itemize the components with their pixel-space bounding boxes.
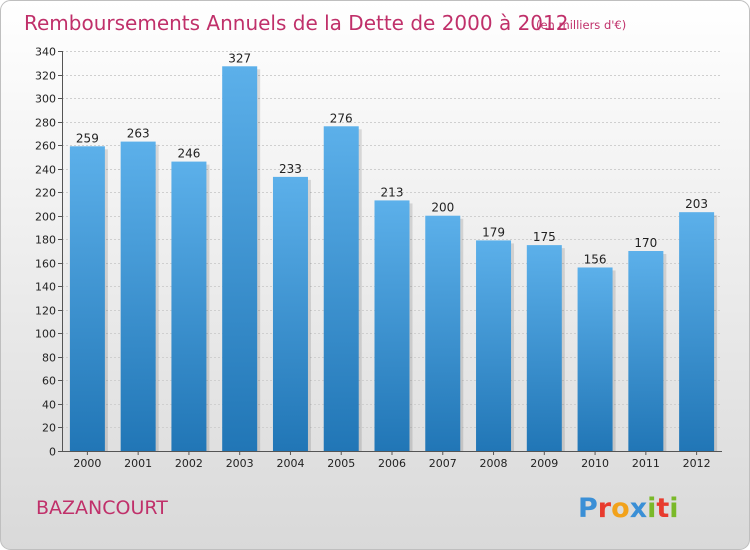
x-tick-label: 2000 — [73, 457, 101, 470]
y-tick-label: 340 — [35, 46, 56, 59]
y-tick-label: 220 — [35, 187, 56, 200]
logo-letter: t — [656, 493, 669, 524]
bar — [526, 245, 562, 451]
x-axis: 2000 2001 2002 2003 2004 2005 2006 2007 2008 2009… — [62, 451, 722, 470]
y-tick-label: 300 — [35, 93, 56, 106]
bar — [222, 66, 258, 451]
bar — [476, 240, 512, 451]
bar-value-label: 276 — [330, 111, 353, 125]
x-tick-label: 2004 — [276, 457, 304, 470]
y-tick-label: 140 — [35, 281, 56, 294]
y-axis-labels: 0 20 40 60 80 100 120 140 160 180 200 220 240 260 280 3… — [35, 46, 56, 459]
bar-value-label: 175 — [533, 230, 556, 244]
x-tick-label: 2003 — [226, 457, 254, 470]
x-tick-label: 2010 — [581, 457, 609, 470]
y-tick-label: 280 — [35, 117, 56, 130]
bar-value-label: 170 — [634, 236, 657, 250]
y-tick-label: 40 — [42, 399, 56, 412]
bar — [628, 251, 664, 451]
y-tick-label: 20 — [42, 422, 56, 435]
x-tick-label: 2001 — [124, 457, 152, 470]
bar-value-label: 263 — [127, 127, 150, 141]
chart-title: Remboursements Annuels de la Dette de 20… — [24, 11, 568, 35]
logo-letter: x — [630, 493, 647, 524]
x-tick-label: 2007 — [429, 457, 457, 470]
logo-letter: o — [611, 493, 630, 524]
bar — [120, 141, 156, 451]
bar-value-label: 203 — [685, 197, 708, 211]
y-tick-label: 120 — [35, 305, 56, 318]
logo-letter: i — [669, 493, 678, 524]
bar-value-label: 259 — [76, 131, 99, 145]
bar-value-label: 200 — [431, 201, 454, 215]
y-tick-label: 0 — [49, 446, 56, 459]
y-tick-label: 200 — [35, 211, 56, 224]
bar-value-label: 156 — [584, 252, 607, 266]
y-tick-label: 180 — [35, 234, 56, 247]
y-tick-label: 240 — [35, 164, 56, 177]
bar — [577, 267, 613, 451]
bar — [272, 176, 308, 451]
logo-letter: r — [598, 493, 612, 524]
bar — [679, 212, 715, 451]
logo-letter: i — [647, 493, 656, 524]
y-tick-label: 320 — [35, 70, 56, 83]
bar — [374, 200, 410, 451]
x-tick-label: 2002 — [175, 457, 203, 470]
bar — [69, 146, 105, 451]
x-tick-label: 2008 — [480, 457, 508, 470]
bar — [323, 126, 359, 451]
y-tick-label: 160 — [35, 258, 56, 271]
y-tick-label: 100 — [35, 328, 56, 341]
chart-subtitle: (en milliers d'€) — [536, 18, 626, 32]
bar-value-label: 179 — [482, 225, 505, 239]
y-tick-label: 260 — [35, 140, 56, 153]
bar — [171, 161, 207, 451]
bars — [69, 66, 718, 451]
y-tick-label: 80 — [42, 352, 56, 365]
bar-value-labels: 259 263 246 327 233 276 213 200 179 175 156 170 203 — [76, 51, 708, 266]
x-tick-label: 2011 — [632, 457, 660, 470]
y-tick-label: 60 — [42, 375, 56, 388]
x-tick-label: 2012 — [683, 457, 711, 470]
bar-value-label: 327 — [228, 51, 251, 65]
proxiti-logo: Proxiti — [578, 493, 679, 524]
x-tick-label: 2005 — [327, 457, 355, 470]
x-tick-label: 2006 — [378, 457, 406, 470]
commune-name: BAZANCOURT — [36, 497, 168, 519]
bar-value-label: 246 — [177, 147, 200, 161]
bar-value-label: 213 — [381, 185, 404, 199]
x-tick-label: 2009 — [530, 457, 558, 470]
logo-letter: P — [578, 493, 598, 524]
bar — [425, 215, 461, 451]
bar-value-label: 233 — [279, 162, 302, 176]
